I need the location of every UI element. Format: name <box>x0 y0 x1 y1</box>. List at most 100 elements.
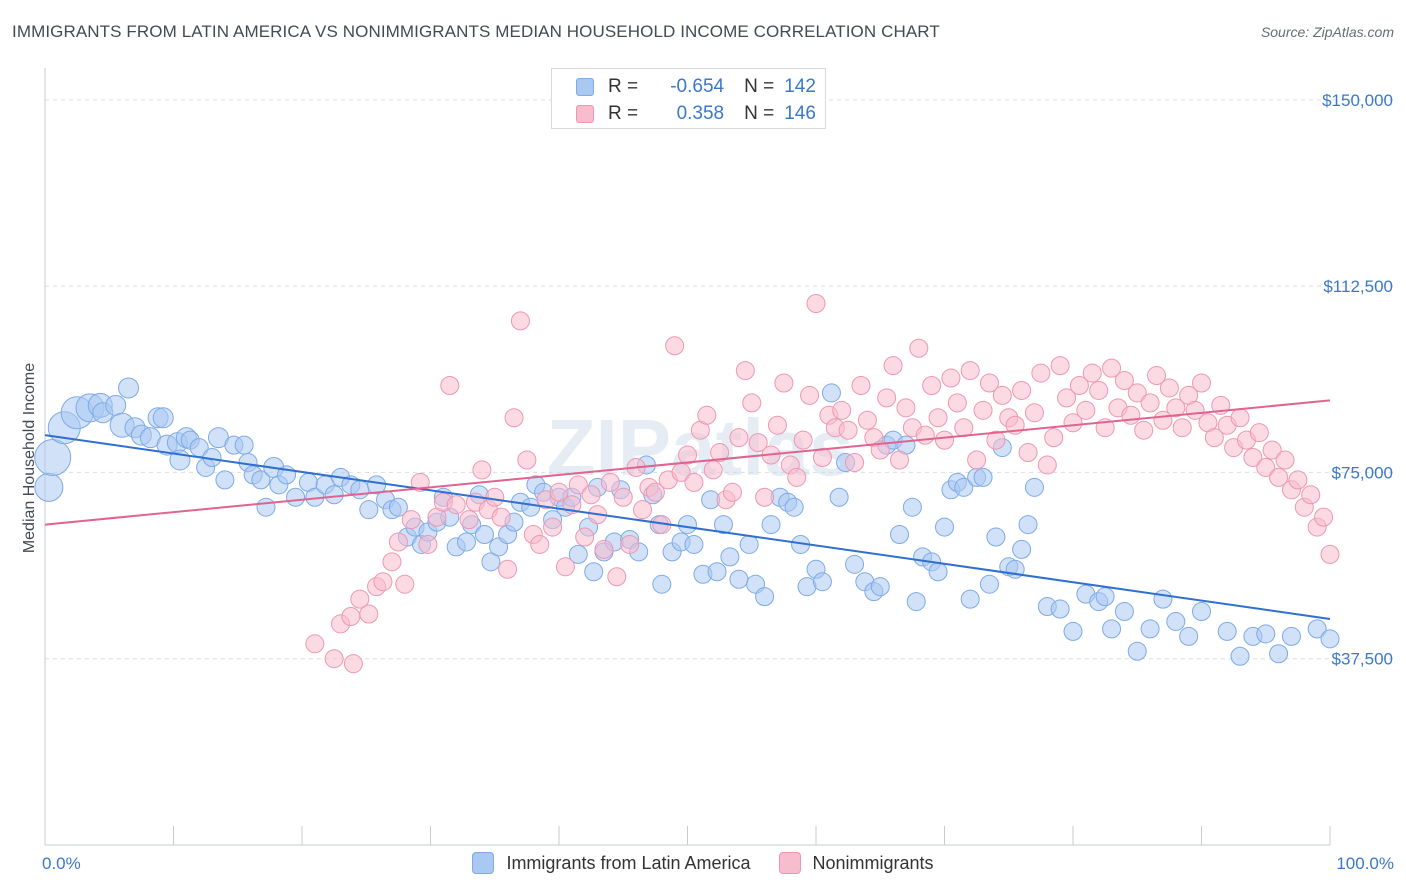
point-immigrants <box>105 394 127 416</box>
r-label: R = <box>608 76 639 97</box>
point-nonimmigrants <box>678 445 697 465</box>
point-immigrants <box>1095 587 1115 607</box>
x-tick-label: 100.0% <box>1336 854 1394 873</box>
point-immigrants <box>902 497 922 517</box>
point-nonimmigrants <box>1249 423 1269 443</box>
point-nonimmigrants <box>845 452 865 472</box>
point-immigrants <box>713 515 733 535</box>
point-nonimmigrants <box>607 567 627 587</box>
point-immigrants <box>935 517 954 537</box>
point-nonimmigrants <box>877 388 897 408</box>
point-nonimmigrants <box>440 375 460 395</box>
point-nonimmigrants <box>1050 356 1070 376</box>
legend-row-nonimmigrants: R = 0.358 N = 146 <box>576 102 816 126</box>
point-nonimmigrants <box>343 654 363 674</box>
point-nonimmigrants <box>812 448 832 468</box>
point-immigrants <box>1018 515 1038 535</box>
point-immigrants <box>1063 621 1083 641</box>
point-nonimmigrants <box>806 294 826 314</box>
point-immigrants <box>1269 644 1289 664</box>
legend-item-immigrants[interactable]: Immigrants from Latin America <box>472 852 751 874</box>
point-nonimmigrants <box>1147 366 1167 386</box>
point-nonimmigrants <box>1243 448 1263 468</box>
point-nonimmigrants <box>697 405 717 425</box>
point-nonimmigrants <box>401 510 421 530</box>
point-nonimmigrants <box>684 472 704 492</box>
point-nonimmigrants <box>410 472 430 492</box>
point-nonimmigrants <box>510 311 530 331</box>
point-nonimmigrants <box>1063 413 1083 433</box>
point-nonimmigrants <box>324 649 344 669</box>
series-legend: Immigrants from Latin America Nonimmigra… <box>0 852 1406 874</box>
point-immigrants <box>870 577 890 597</box>
y-axis-label: Median Household Income <box>21 363 38 553</box>
point-immigrants <box>1192 602 1211 622</box>
point-nonimmigrants <box>613 487 633 507</box>
point-nonimmigrants <box>1012 380 1032 400</box>
point-nonimmigrants <box>1031 363 1051 383</box>
point-nonimmigrants <box>645 482 665 502</box>
y-tick-labels: $37,500 $75,000 $112,500 $150,000 <box>1322 91 1393 669</box>
point-nonimmigrants <box>870 440 890 460</box>
trendline-immigrants <box>44 434 1331 620</box>
point-immigrants <box>652 574 672 594</box>
point-nonimmigrants <box>1192 373 1211 393</box>
point-nonimmigrants <box>575 527 595 547</box>
n-value: 146 <box>784 103 816 124</box>
point-nonimmigrants <box>1204 428 1224 448</box>
point-immigrants <box>251 470 271 490</box>
point-nonimmigrants <box>941 368 961 388</box>
point-immigrants <box>1050 599 1070 619</box>
legend-item-nonimmigrants[interactable]: Nonimmigrants <box>778 852 934 874</box>
legend-swatch-blue <box>576 78 594 96</box>
point-nonimmigrants <box>838 420 858 440</box>
point-immigrants <box>890 525 910 545</box>
point-nonimmigrants <box>1256 457 1276 477</box>
point-nonimmigrants <box>1024 403 1044 423</box>
point-immigrants <box>1012 539 1032 559</box>
point-immigrants <box>1153 589 1173 609</box>
point-nonimmigrants <box>774 373 794 393</box>
point-nonimmigrants <box>491 507 511 527</box>
point-nonimmigrants <box>472 460 492 480</box>
n-label: N = <box>744 103 775 124</box>
point-immigrants <box>388 497 408 517</box>
legend-swatch-pink <box>778 852 801 874</box>
point-nonimmigrants <box>543 517 563 537</box>
point-nonimmigrants <box>986 430 1006 450</box>
point-immigrants <box>684 534 704 554</box>
point-nonimmigrants <box>1076 400 1096 420</box>
legend-label: Immigrants from Latin America <box>506 852 751 873</box>
point-immigrants <box>1166 611 1186 631</box>
point-immigrants <box>720 547 740 567</box>
correlation-legend: R = -0.654 N = 142 R = 0.358 N = 146 <box>551 68 826 129</box>
point-nonimmigrants <box>832 400 852 420</box>
point-nonimmigrants <box>517 450 537 470</box>
point-immigrants <box>821 383 841 403</box>
point-nonimmigrants <box>703 460 723 480</box>
point-immigrants <box>34 439 72 477</box>
trendline-nonimmigrants <box>44 399 1331 526</box>
point-nonimmigrants <box>1172 418 1192 438</box>
point-immigrants <box>729 569 749 589</box>
point-nonimmigrants <box>729 428 749 448</box>
r-label: R = <box>608 103 639 124</box>
point-nonimmigrants <box>1134 420 1154 440</box>
point-immigrants <box>1320 629 1340 649</box>
point-immigrants <box>1281 626 1301 646</box>
x-tick-label: 0.0% <box>42 854 81 873</box>
point-nonimmigrants <box>992 385 1012 405</box>
point-nonimmigrants <box>620 534 640 554</box>
point-nonimmigrants <box>373 572 393 592</box>
point-nonimmigrants <box>722 482 742 502</box>
point-immigrants <box>584 562 604 582</box>
point-nonimmigrants <box>883 356 903 376</box>
point-immigrants <box>359 500 379 520</box>
point-immigrants <box>234 435 254 455</box>
point-immigrants <box>568 544 588 564</box>
point-nonimmigrants <box>1301 485 1321 505</box>
point-nonimmigrants <box>446 495 466 515</box>
point-immigrants <box>960 589 980 609</box>
point-immigrants <box>1102 619 1122 639</box>
point-immigrants <box>678 515 697 535</box>
